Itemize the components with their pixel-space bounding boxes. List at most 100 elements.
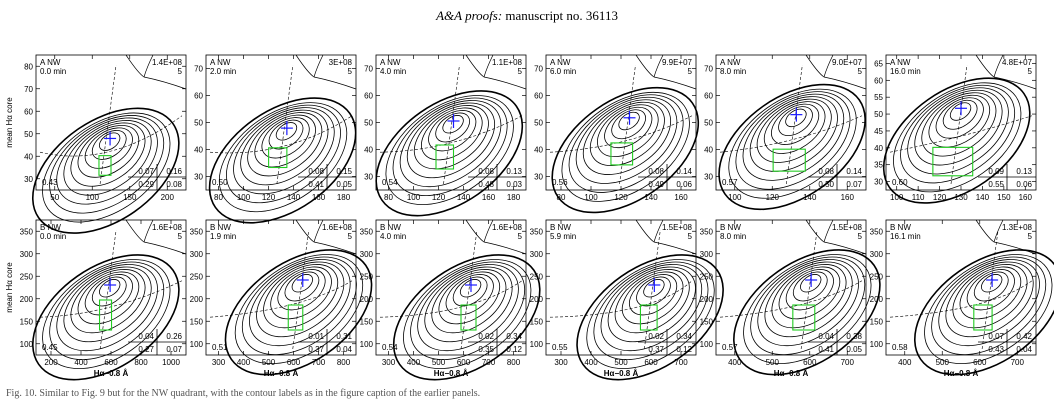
contour-level xyxy=(406,102,496,179)
envelope-curve xyxy=(653,54,664,78)
y-tick-label: 30 xyxy=(364,173,373,182)
contour-level xyxy=(385,95,514,205)
panel-count: 9.0E+07 xyxy=(832,58,863,67)
selection-box xyxy=(98,155,112,176)
dashed-ridge xyxy=(209,115,353,154)
x-tick-label: 600 xyxy=(287,358,301,367)
contour-level xyxy=(399,100,502,188)
page-header: A&A proofs: manuscript no. 36113 xyxy=(0,8,1054,24)
selection-box xyxy=(268,147,288,169)
contour-level xyxy=(597,104,659,158)
y-tick-label: 250 xyxy=(360,272,374,281)
x-tick-label: 300 xyxy=(212,358,226,367)
panel-time: 0.0 min xyxy=(40,67,66,76)
panel-b-5: 400 500 600 700 100 150 200 250 300 350 B NW8.0 mi… xyxy=(700,219,881,378)
contour-level xyxy=(428,110,477,152)
y-tick-label: 250 xyxy=(700,272,714,281)
y-tick-label: 30 xyxy=(534,173,543,182)
table-cell: 0.37 xyxy=(308,345,324,354)
table-cell: 0.48 xyxy=(478,180,494,189)
x-tick-label: 100 xyxy=(890,193,904,202)
contour-level xyxy=(575,96,678,184)
envelope-curve xyxy=(313,54,324,78)
contour-level xyxy=(445,274,494,316)
y-tick-label: 100 xyxy=(360,340,374,349)
outer-contour xyxy=(208,97,357,224)
y-tick-label: 70 xyxy=(534,65,543,74)
outer-contour xyxy=(392,254,541,381)
contour-level xyxy=(91,276,127,307)
contour-lines xyxy=(924,254,1053,364)
table-cell: 0.07 xyxy=(138,167,154,176)
dashed-ridge-vertical xyxy=(950,64,968,185)
y-tick-label: 350 xyxy=(870,227,884,236)
contour-level xyxy=(966,269,1015,311)
x-tick-label: 110 xyxy=(912,193,925,202)
table-cell: 0.13 xyxy=(506,167,522,176)
y-tick-label: 40 xyxy=(874,144,883,153)
y-tick-label: 100 xyxy=(870,340,884,349)
contour-level xyxy=(240,109,329,186)
panel-frame xyxy=(375,219,527,356)
y-tick-label: 350 xyxy=(190,227,204,236)
contour-level xyxy=(452,276,488,307)
table-cell: 0.49 xyxy=(648,180,664,189)
panel-a-1: 50 100 150 200 30 40 50 60 70 80 A NW0.0 min 1.4E+0… xyxy=(5,54,187,234)
x-axis-label: Hα−0.8 Å xyxy=(264,369,299,378)
contour-level xyxy=(270,266,332,320)
y-tick-label: 50 xyxy=(364,119,373,128)
contour-level xyxy=(218,102,348,213)
panel-corner-value: 0.54 xyxy=(382,178,398,187)
x-tick-label: 400 xyxy=(237,358,251,367)
panel-frame xyxy=(885,219,1037,356)
dashed-ridge-vertical xyxy=(800,229,818,350)
x-tick-label: 700 xyxy=(841,358,855,367)
panel-time: 0.0 min xyxy=(40,232,66,241)
y-tick-label: 250 xyxy=(530,272,544,281)
panel-count: 1.5E+08 xyxy=(832,223,863,232)
panel-time: 6.0 min xyxy=(550,67,576,76)
y-tick-label: 60 xyxy=(704,92,713,101)
table-cell: 0.07 xyxy=(988,332,1004,341)
panel-level: 5 xyxy=(688,67,693,76)
dashed-ridge-vertical xyxy=(292,229,310,350)
y-tick-label: 35 xyxy=(874,161,883,170)
envelope-curve xyxy=(143,219,154,243)
x-tick-label: 400 xyxy=(584,358,598,367)
contour-level xyxy=(778,106,813,137)
contour-lines xyxy=(743,254,872,364)
y-tick-label: 60 xyxy=(364,92,373,101)
x-tick-label: 120 xyxy=(614,193,628,202)
contour-level xyxy=(728,88,857,199)
contour-level xyxy=(618,111,640,131)
contour-level xyxy=(771,103,820,145)
contour-level xyxy=(973,271,1009,302)
panel-label: A NW xyxy=(210,58,231,67)
table-cell: 0.50 xyxy=(818,180,834,189)
x-tick-label: 180 xyxy=(507,193,521,202)
x-tick-label: 700 xyxy=(312,358,326,367)
panel-time: 2.0 min xyxy=(210,67,236,76)
x-tick-label: 700 xyxy=(1011,358,1025,367)
panel-label: B NW xyxy=(380,223,401,232)
y-tick-label: 350 xyxy=(700,227,714,236)
y-tick-label: 80 xyxy=(24,62,33,71)
table-cell: 0.08 xyxy=(818,167,834,176)
dashed-ridge-vertical xyxy=(644,229,661,350)
contour-lines xyxy=(234,254,364,364)
contour-level xyxy=(99,279,121,298)
panel-time: 5.9 min xyxy=(550,232,576,241)
dashed-ridge-vertical xyxy=(99,229,117,350)
panel-label: A NW xyxy=(380,58,401,67)
contour-level xyxy=(77,125,140,178)
y-tick-label: 60 xyxy=(194,92,203,101)
x-tick-label: 120 xyxy=(432,193,446,202)
contour-level xyxy=(931,256,1047,356)
contour-level xyxy=(749,96,838,172)
y-tick-label: 150 xyxy=(700,317,714,326)
panel-label: A NW xyxy=(40,58,61,67)
contour-level xyxy=(981,274,1003,293)
panel-corner-value: 0.57 xyxy=(722,178,738,187)
contour-level xyxy=(42,112,171,223)
table-cell: 0.07 xyxy=(166,345,182,354)
